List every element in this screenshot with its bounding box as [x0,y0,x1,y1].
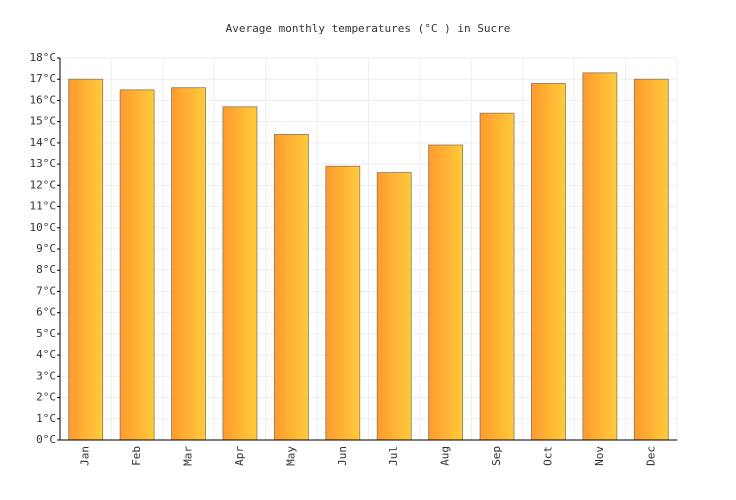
y-tick-label: 10°C [30,221,57,234]
y-tick-label: 8°C [36,263,56,276]
bar [68,78,104,441]
y-tick-label: 2°C [36,391,56,404]
y-tick-label: 13°C [30,157,57,170]
bar [273,133,309,441]
y-tick-label: 6°C [36,306,56,319]
x-tick-label: Mar [182,446,195,466]
bar [479,112,515,441]
y-tick-label: 5°C [36,327,56,340]
bar [582,72,618,441]
x-tick-label: Aug [439,446,452,466]
y-tick-label: 11°C [30,200,57,213]
bar [633,78,669,441]
x-tick-label: Nov [593,446,606,466]
y-tick-label: 3°C [36,369,56,382]
bar [222,106,258,441]
bar [325,165,361,441]
bar [531,83,566,441]
y-tick-label: 14°C [30,136,57,149]
y-tick-label: 4°C [36,348,56,361]
y-tick-label: 12°C [30,178,57,191]
bar [376,172,412,441]
bar [428,144,464,441]
y-tick-label: 18°C [30,51,57,64]
x-tick-label: Jan [79,446,92,466]
x-tick-label: Jul [387,446,400,466]
chart-title: Average monthly temperatures (°C ) in Su… [226,22,511,35]
x-tick-label: Apr [233,446,246,466]
y-tick-label: 7°C [36,284,56,297]
y-tick-label: 9°C [36,242,56,255]
x-tick-label: May [284,446,297,466]
y-tick-label: 16°C [30,93,57,106]
y-tick-label: 15°C [30,115,57,128]
x-tick-label: Jun [336,446,349,466]
y-tick-label: 1°C [36,412,56,425]
bar [171,87,206,441]
x-tick-label: Dec [644,446,657,466]
y-tick-label: 17°C [30,72,57,85]
y-tick-label: 0°C [36,433,56,446]
x-tick-label: Oct [541,446,554,466]
x-tick-label: Sep [490,446,503,466]
x-tick-label: Feb [130,446,143,466]
bar [119,89,155,441]
